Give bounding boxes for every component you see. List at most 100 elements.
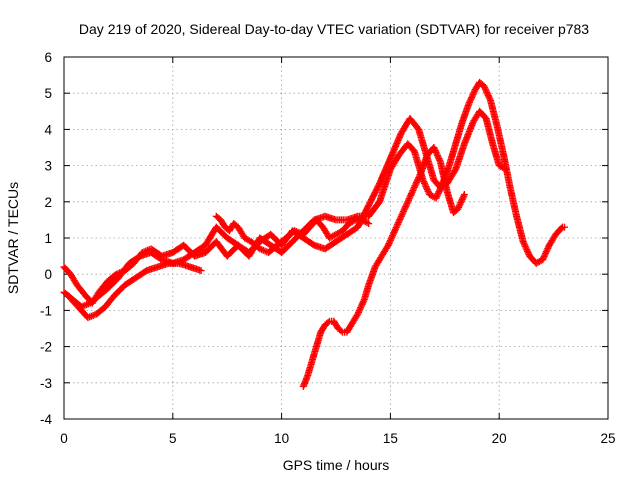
data-point-fill (386, 238, 394, 246)
data-point-fill (520, 239, 528, 247)
data-point-fill (420, 179, 428, 187)
data-point-fill (460, 192, 468, 200)
data-point-fill (360, 297, 368, 305)
data-point-fill (469, 90, 477, 98)
data-point-fill (397, 214, 405, 222)
grid-lines (64, 57, 608, 419)
data-point-fill (392, 224, 400, 232)
data-point-fill (394, 220, 402, 228)
data-point-fill (482, 87, 490, 95)
data-point-fill (415, 174, 423, 182)
data-point-fill (471, 87, 479, 95)
y-tick-label: 6 (44, 50, 52, 65)
chart-title: Day 219 of 2020, Sidereal Day-to-day VTE… (79, 21, 589, 37)
data-point-fill (434, 191, 442, 199)
y-tick-labels: -4 -3 -2 -1 0 1 2 3 4 5 6 (40, 50, 53, 427)
data-point (419, 176, 427, 184)
data-point-fill (399, 207, 407, 215)
x-tick-label: 25 (600, 431, 615, 446)
data-point-fill (407, 190, 415, 198)
data-point-fill (470, 89, 478, 97)
data-point-fill (432, 148, 440, 156)
data-point-fill (388, 233, 396, 241)
data-point-fill (431, 145, 439, 153)
data-point-fill (467, 95, 475, 103)
data-point-fill (387, 235, 395, 243)
series-track-5 (212, 212, 373, 256)
data-point-fill (500, 164, 508, 172)
data-point-fill (434, 152, 442, 160)
data-point-fill (363, 219, 371, 227)
data-point-fill (458, 195, 466, 203)
data-point-fill (412, 180, 420, 188)
x-tick-label: 5 (169, 431, 177, 446)
data-point-fill (386, 236, 394, 244)
y-tick-label: -1 (40, 303, 52, 318)
data-point-fill (468, 94, 476, 102)
data-point-fill (435, 155, 443, 163)
data-point-fill (400, 206, 408, 214)
data-point-fill (521, 242, 529, 250)
data-point-fill (414, 175, 422, 183)
data-point-fill (540, 253, 548, 261)
data-point-fill (408, 188, 416, 196)
data-point (560, 223, 568, 231)
data-point-fill (389, 232, 397, 240)
data-point-fill (486, 95, 494, 103)
data-point-fill (410, 185, 418, 193)
data-point (502, 165, 510, 173)
data-point (519, 238, 527, 246)
data-point-fill (389, 230, 397, 238)
data-point-fill (390, 228, 398, 236)
data-point (397, 212, 405, 220)
data-point-fill (402, 201, 410, 209)
data-point-fill (424, 187, 432, 195)
x-tick-labels: 0 5 10 15 20 25 (60, 431, 615, 446)
x-tick-label: 10 (274, 431, 289, 446)
data-point-fill (350, 217, 358, 225)
data-point-fill (541, 251, 549, 259)
y-tick-label: 3 (44, 159, 52, 174)
data-point-fill (542, 249, 550, 257)
data-point (404, 198, 412, 206)
y-tick-label: -2 (40, 340, 52, 355)
data-point-fill (391, 225, 399, 233)
data-point-fill (385, 240, 393, 248)
data-point-fill (423, 184, 431, 192)
x-axis-label: GPS time / hours (283, 457, 390, 473)
data-point (465, 100, 473, 108)
data-point-fill (543, 246, 551, 254)
data-point-fill (434, 189, 442, 197)
data-point-fill (481, 85, 489, 93)
y-axis-label: SDTVAR / TECUs (5, 182, 21, 294)
data-point-fill (393, 222, 401, 230)
data-point-fill (421, 181, 429, 189)
data-point-fill (411, 182, 419, 190)
data-point-fill (457, 197, 465, 205)
series-track-4 (299, 144, 468, 390)
data-point-fill (433, 150, 441, 158)
data-point (460, 191, 468, 199)
data-point (410, 183, 418, 191)
data-point-fill (542, 248, 550, 256)
data-point-fill (409, 187, 417, 195)
y-tick-label: 0 (44, 267, 52, 282)
series-track-3 (64, 259, 205, 322)
data-point-fill (523, 247, 531, 255)
data-point-fill (465, 98, 473, 106)
data-point-fill (522, 244, 530, 252)
data-points (60, 78, 568, 390)
data-point-fill (431, 147, 439, 155)
data-point (430, 144, 438, 151)
y-tick-label: 4 (44, 122, 52, 137)
data-point-fill (468, 92, 476, 100)
data-point-fill (456, 200, 464, 208)
data-point-fill (357, 304, 365, 312)
data-point-fill (483, 88, 491, 96)
data-point (454, 205, 462, 213)
y-tick-label: 5 (44, 86, 52, 101)
axis-ticks (63, 56, 609, 420)
data-point-fill (523, 246, 531, 254)
data-point (432, 194, 440, 202)
